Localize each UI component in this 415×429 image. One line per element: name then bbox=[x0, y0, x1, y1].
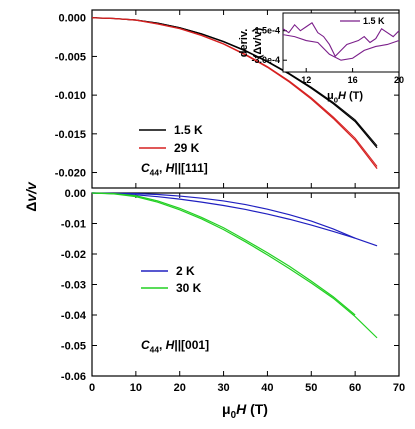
top-annotation: C44, H||[111] bbox=[141, 161, 208, 178]
inset-xlabel: μ0H (T) bbox=[327, 90, 363, 104]
bottom-xlabel: μ0H (T) bbox=[222, 401, 268, 421]
bottom-xtick-label: 50 bbox=[305, 382, 317, 394]
bottom-xtick-label: 20 bbox=[174, 382, 186, 394]
bottom-xtick-label: 60 bbox=[349, 382, 361, 394]
bottom-xtick-label: 10 bbox=[130, 382, 142, 394]
bottom-xtick-label: 30 bbox=[217, 382, 229, 394]
bottom-annotation: C44, H||[001] bbox=[141, 338, 209, 355]
top-ytick-label: 0.000 bbox=[58, 13, 86, 25]
inset-ylabel: deriv. (Δv/v) bbox=[238, 27, 264, 58]
bottom-series-3-line bbox=[91, 192, 356, 316]
bottom-ytick-label: -0.04 bbox=[61, 310, 87, 322]
bottom-series-0-line bbox=[91, 192, 378, 247]
inset-plot-frame bbox=[282, 12, 400, 73]
inset-ylabel-line1: deriv. bbox=[238, 29, 250, 58]
bottom-ytick-label: -0.05 bbox=[61, 341, 86, 353]
bottom-xtick-label: 40 bbox=[261, 382, 273, 394]
bottom-ytick-label: -0.01 bbox=[61, 219, 86, 231]
shared-ylabel: Δv/v bbox=[23, 181, 39, 212]
bottom-ytick-label: -0.03 bbox=[61, 280, 86, 292]
bottom-xtick-label: 70 bbox=[393, 382, 405, 394]
inset-ylabel-line2: (Δv/v) bbox=[252, 27, 264, 58]
top-ytick-label: -0.015 bbox=[55, 129, 86, 141]
inset-xtick-label: 16 bbox=[348, 75, 358, 85]
bottom-ytick-label: -0.06 bbox=[61, 371, 86, 383]
inset-xtick-label: 12 bbox=[301, 75, 311, 85]
bottom-legend-label: 30 K bbox=[176, 281, 202, 295]
shared-ylabel-text: Δv/v bbox=[23, 181, 39, 212]
inset-xtick-label: 20 bbox=[394, 75, 404, 85]
top-legend-label: 1.5 K bbox=[174, 123, 203, 137]
inset-series-1-line bbox=[282, 34, 400, 61]
top-ytick-label: -0.010 bbox=[55, 90, 86, 102]
top-series-1-return-line bbox=[91, 17, 378, 167]
bottom-ytick-label: -0.02 bbox=[61, 249, 86, 261]
inset-series-0-line bbox=[282, 22, 400, 58]
inset-legend-label: 1.5 K bbox=[363, 16, 385, 26]
bottom-series-1-line bbox=[91, 192, 356, 239]
bottom-legend-label: 2 K bbox=[176, 264, 195, 278]
bottom-ytick-label: 0.00 bbox=[65, 188, 86, 200]
top-ytick-label: -0.005 bbox=[55, 51, 86, 63]
bottom-plot-frame bbox=[91, 192, 400, 377]
top-legend-label: 29 K bbox=[174, 141, 200, 155]
inset-ytick-label: -1.5e-4 bbox=[251, 26, 280, 36]
inset-ytick-label: -3.0e-4 bbox=[251, 55, 280, 65]
top-plot-frame bbox=[91, 9, 400, 189]
bottom-series-2-line bbox=[91, 192, 378, 339]
bottom-xtick-label: 0 bbox=[89, 382, 95, 394]
top-ytick-label: -0.020 bbox=[55, 168, 86, 180]
